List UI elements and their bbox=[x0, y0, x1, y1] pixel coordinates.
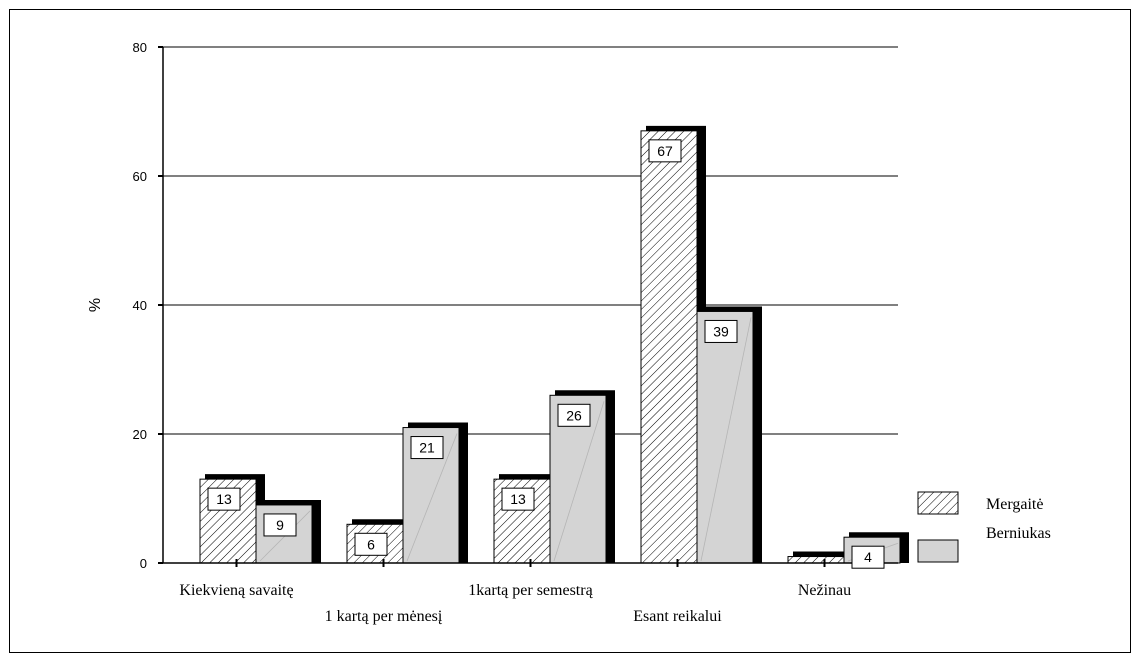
data-label-box bbox=[501, 487, 535, 511]
data-label-box bbox=[648, 139, 682, 163]
data-label: 4 bbox=[864, 549, 872, 565]
legend-swatch bbox=[917, 539, 959, 563]
y-axis-label: % bbox=[87, 298, 104, 312]
data-label-box bbox=[410, 436, 444, 460]
data-label: 67 bbox=[657, 143, 673, 159]
category-label: Kiekvieną savaitę bbox=[179, 582, 293, 599]
data-label-box bbox=[704, 319, 738, 343]
y-tick-label: 20 bbox=[133, 427, 147, 442]
bar-shadow bbox=[702, 306, 762, 563]
data-label: 9 bbox=[276, 517, 284, 533]
chart-frame bbox=[9, 9, 1131, 653]
y-tick-label: 80 bbox=[133, 40, 147, 55]
data-label: 21 bbox=[419, 440, 435, 456]
legend-label-berniukas: Berniukas bbox=[986, 525, 1051, 542]
bar-shadow bbox=[849, 532, 909, 563]
data-label-box bbox=[354, 532, 388, 556]
category-label: 1kartą per semestrą bbox=[468, 582, 593, 599]
y-tick-label: 0 bbox=[140, 556, 147, 571]
bar-shadow bbox=[793, 551, 853, 563]
y-tick-label: 40 bbox=[133, 298, 147, 313]
bar-sheen bbox=[700, 317, 752, 562]
bar-mergaite bbox=[787, 556, 845, 564]
data-label: 6 bbox=[367, 536, 375, 552]
y-tick-label: 60 bbox=[133, 169, 147, 184]
data-label: 13 bbox=[216, 491, 232, 507]
bar-sheen bbox=[406, 433, 458, 562]
bar-shadow bbox=[555, 390, 615, 563]
bar-mergaite bbox=[640, 130, 698, 564]
data-label-box bbox=[263, 513, 297, 537]
data-label-box bbox=[207, 487, 241, 511]
bar-shadow bbox=[408, 422, 468, 563]
category-label: Esant reikalui bbox=[633, 608, 722, 625]
data-label: 13 bbox=[510, 491, 526, 507]
data-label-box bbox=[851, 545, 885, 569]
bar-shadow bbox=[261, 499, 321, 563]
category-label: Nežinau bbox=[798, 582, 851, 599]
data-label: 26 bbox=[566, 407, 582, 423]
legend-label-mergaite: Mergaitė bbox=[986, 496, 1043, 513]
category-label: 1 kartą per mėnesį bbox=[325, 608, 443, 625]
data-label: 39 bbox=[713, 323, 729, 339]
bar-sheen bbox=[553, 401, 605, 562]
legend-swatch bbox=[917, 491, 959, 515]
data-label-box bbox=[557, 403, 591, 427]
